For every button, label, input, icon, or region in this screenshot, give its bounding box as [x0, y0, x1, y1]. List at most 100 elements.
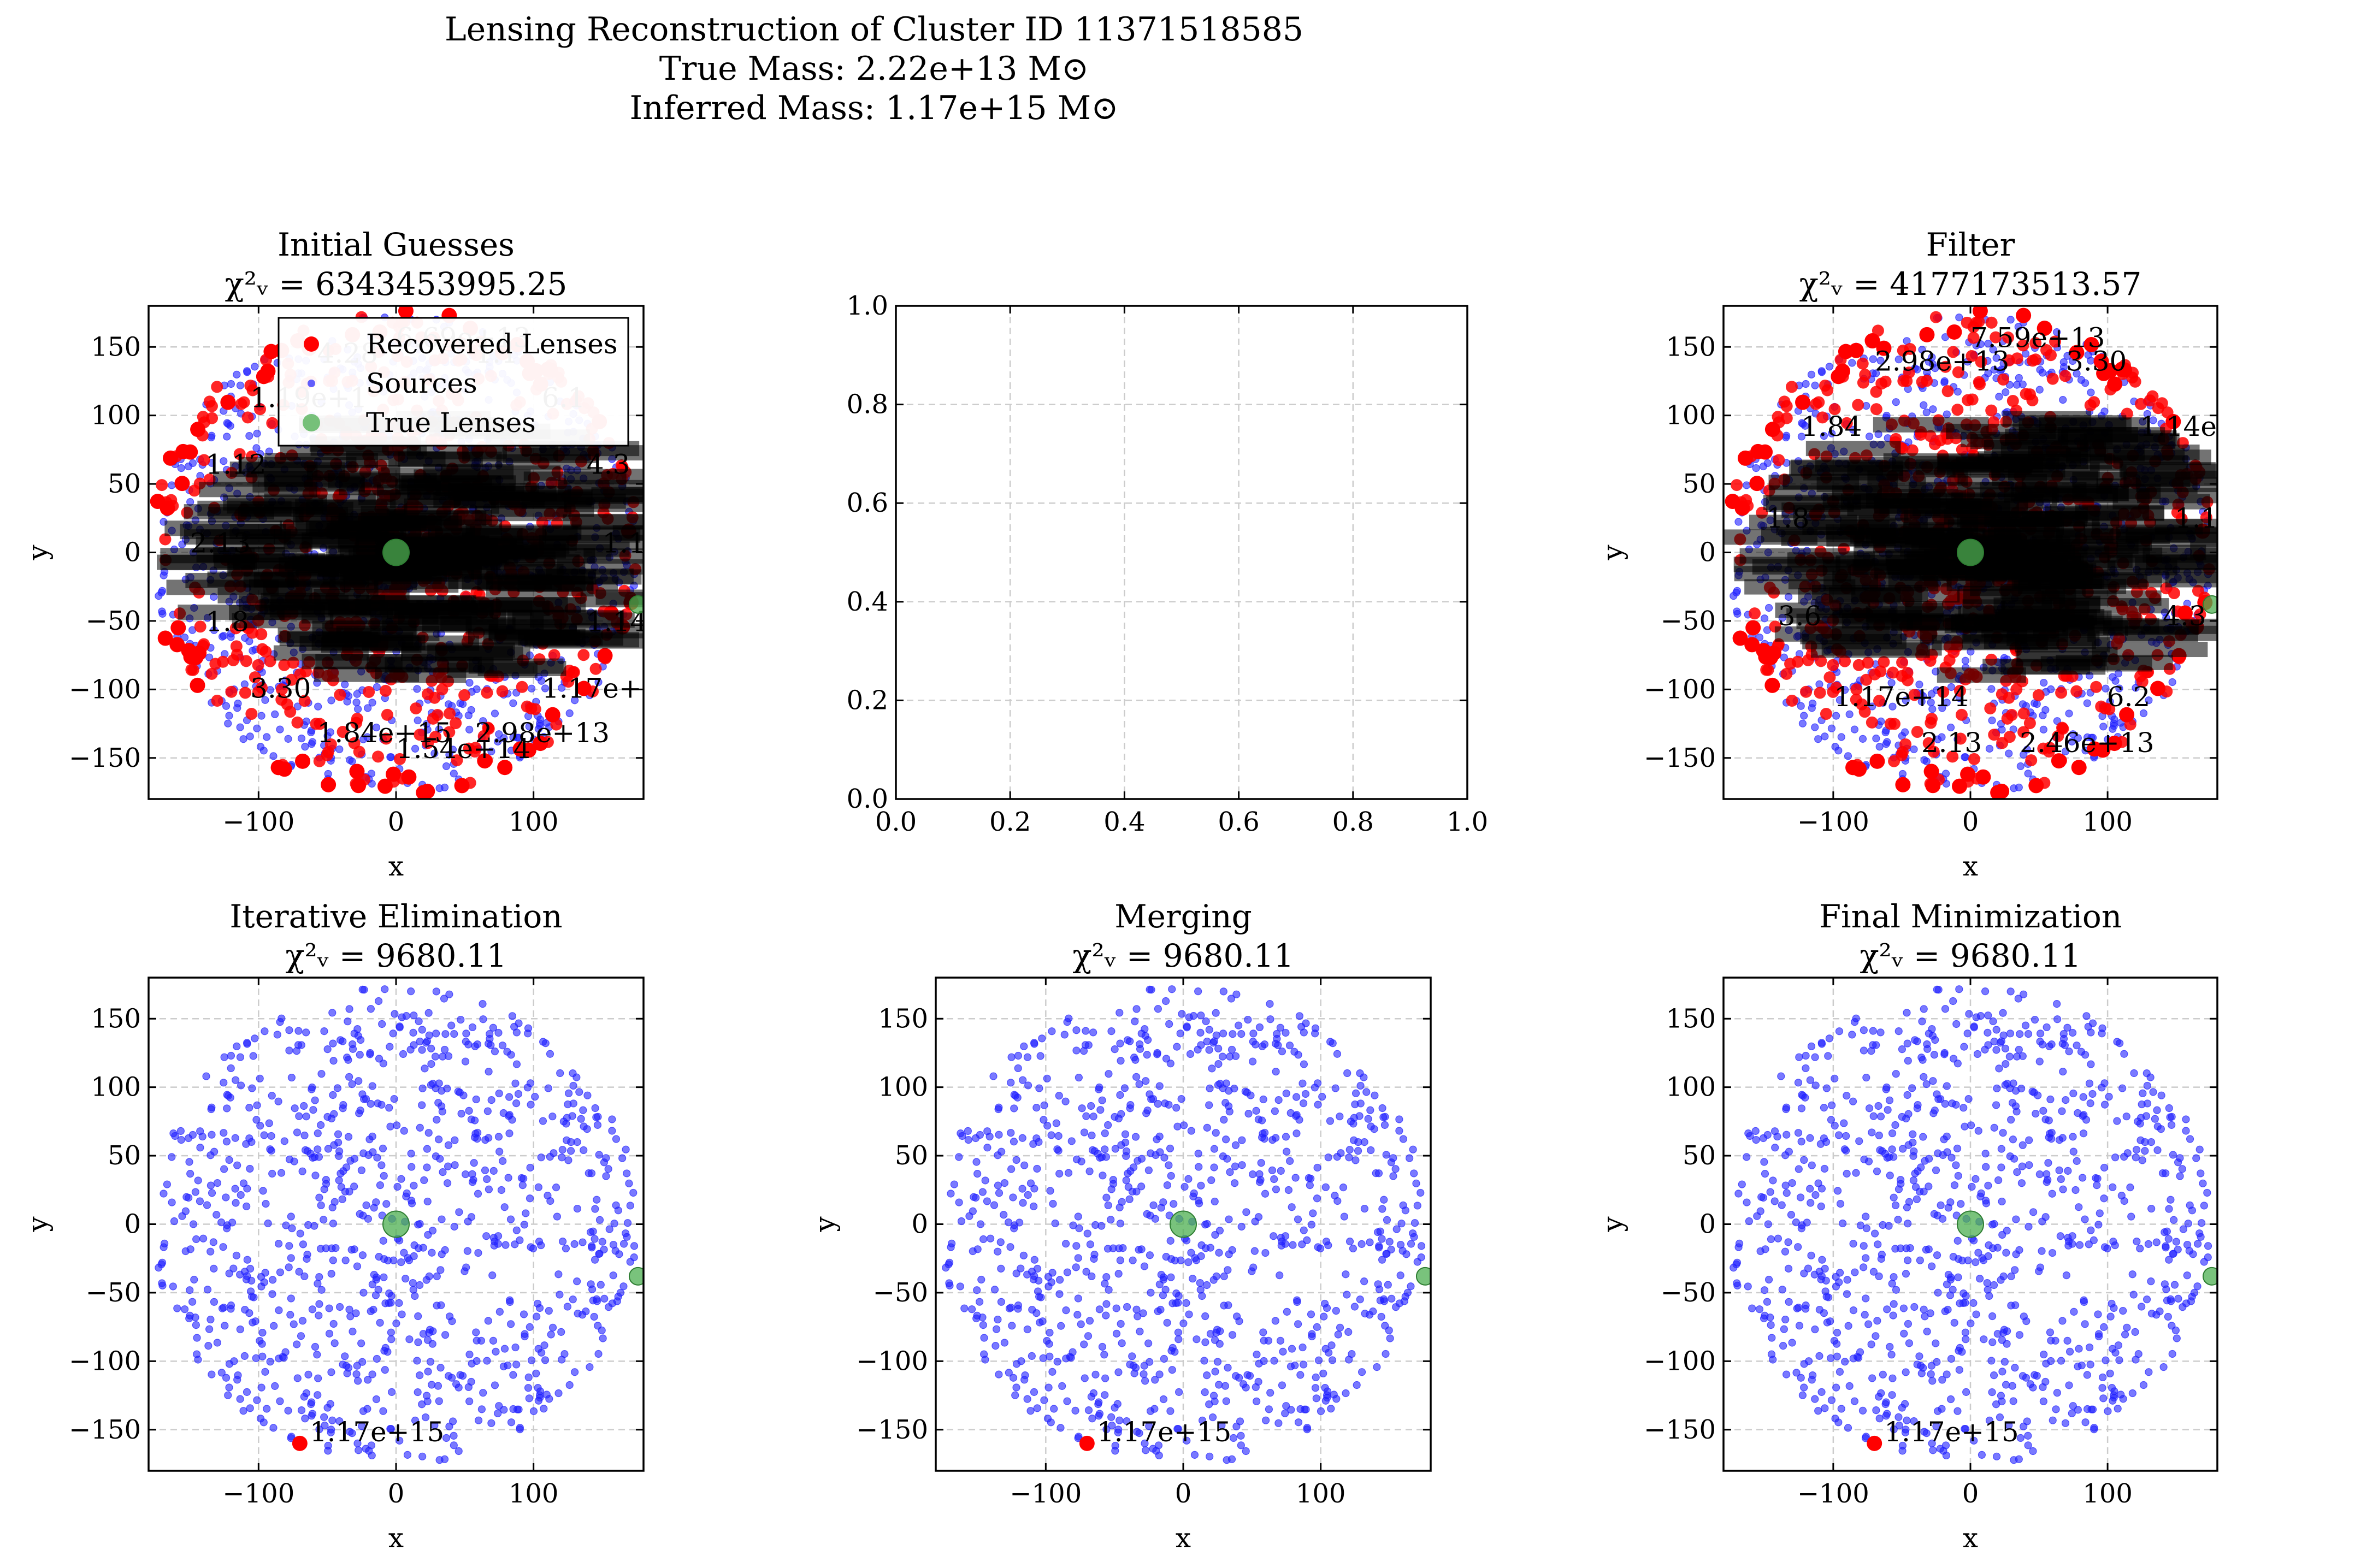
recovered-lens-point [225, 685, 238, 698]
source-point [2035, 386, 2044, 394]
subplot-chi2-label: χ²ᵥ = 6343453995.25 [225, 265, 568, 303]
true-lens-point [628, 1267, 644, 1286]
recovered-lens-point [159, 533, 172, 546]
source-point [258, 1352, 267, 1360]
source-point [2068, 737, 2076, 745]
source-point [494, 1028, 503, 1037]
source-point [419, 1330, 428, 1338]
recovered-lens-point [1984, 702, 1997, 715]
recovered-lens-point [541, 736, 554, 748]
lens-label-blob [2190, 542, 2217, 558]
source-point [487, 1419, 495, 1427]
source-point [386, 1425, 394, 1433]
source-point [239, 1179, 248, 1187]
source-point [290, 1320, 298, 1328]
source-point [341, 1187, 350, 1196]
recovered-lens-point [2055, 754, 2068, 767]
source-point [1832, 712, 1840, 720]
recovered-lens-point [1820, 708, 1832, 720]
source-point [588, 1285, 597, 1293]
source-point [416, 1281, 424, 1289]
x-tick-label: 100 [2082, 807, 2133, 837]
source-point [506, 1296, 514, 1304]
recovered-lens-point [1876, 340, 1892, 356]
recovered-lens-point [334, 689, 346, 701]
recovered-lens-point [1780, 667, 1793, 680]
source-point [335, 1303, 344, 1311]
source-point [341, 681, 349, 689]
y-tick-label: 50 [1683, 469, 1716, 499]
source-point [491, 1381, 499, 1389]
recovered-lens-point [589, 662, 602, 675]
source-point [1917, 697, 1926, 706]
source-point [509, 699, 517, 707]
source-point [408, 1197, 416, 1205]
source-point [261, 696, 269, 704]
legend-entry-label: Sources [366, 368, 477, 399]
source-point [207, 433, 215, 442]
recovered-lens-point [420, 783, 435, 799]
source-point [445, 990, 453, 998]
y-tick-label: −150 [69, 1415, 141, 1445]
source-point [400, 1249, 408, 1257]
lens-label-blob [388, 451, 483, 467]
source-point [1780, 653, 1788, 661]
source-point [616, 1288, 624, 1297]
recovered-lens-point [2037, 321, 2052, 336]
subplot-title: Initial Guesses [278, 226, 515, 263]
recovered-lens-point [298, 695, 311, 707]
source-point [368, 1082, 376, 1090]
source-point [473, 1357, 481, 1365]
source-point [333, 1084, 342, 1092]
recovered-lens-point [245, 708, 258, 720]
source-point [220, 1165, 228, 1173]
recovered-lens-point [516, 681, 528, 693]
lens-mass-label: 7.59e+13 [1970, 322, 2105, 353]
suptitle-line-3: Inferred Mass: 1.17e+15 M⊙ [630, 89, 1119, 127]
source-point [594, 1322, 602, 1330]
source-point [1798, 419, 1806, 427]
source-point [2047, 685, 2055, 694]
source-point [385, 1104, 393, 1112]
source-point [521, 1332, 529, 1341]
source-point [594, 1113, 602, 1121]
source-point [564, 1100, 572, 1109]
source-point [422, 1392, 431, 1400]
source-point [192, 1321, 200, 1329]
recovered-lens-point [1939, 360, 1952, 373]
source-point [327, 1114, 335, 1123]
source-point [432, 987, 440, 996]
source-point [404, 1254, 412, 1262]
source-point [264, 1219, 272, 1228]
source-point [1934, 735, 1942, 743]
source-point [276, 1268, 285, 1276]
source-point [267, 1132, 275, 1140]
source-point [169, 1129, 178, 1138]
recovered-lens-point [1972, 306, 1988, 319]
source-point [231, 1185, 239, 1193]
source-point [302, 1146, 310, 1154]
recovered-lens-point [1951, 404, 1964, 416]
y-tick-label: 0.4 [847, 587, 888, 617]
recovered-lens-point [1970, 772, 1983, 785]
source-point [455, 1447, 463, 1455]
source-point [2077, 376, 2086, 384]
source-point [243, 1256, 251, 1264]
source-point [506, 1215, 515, 1223]
source-point [525, 723, 533, 731]
recovered-lens-point [1745, 450, 1757, 463]
source-point [444, 1162, 452, 1170]
source-point [324, 1145, 332, 1153]
source-point [610, 1220, 618, 1228]
recovered-lens-point [239, 687, 251, 699]
source-point [246, 1404, 254, 1412]
recovered-lens-point [1851, 759, 1863, 771]
source-point [280, 1353, 288, 1362]
source-point [362, 1201, 370, 1209]
source-point [499, 1157, 507, 1165]
source-point [1797, 433, 1806, 441]
source-point [1987, 685, 1996, 693]
recovered-lens-point [1772, 411, 1784, 423]
source-point [387, 1299, 395, 1307]
source-point [180, 634, 189, 642]
